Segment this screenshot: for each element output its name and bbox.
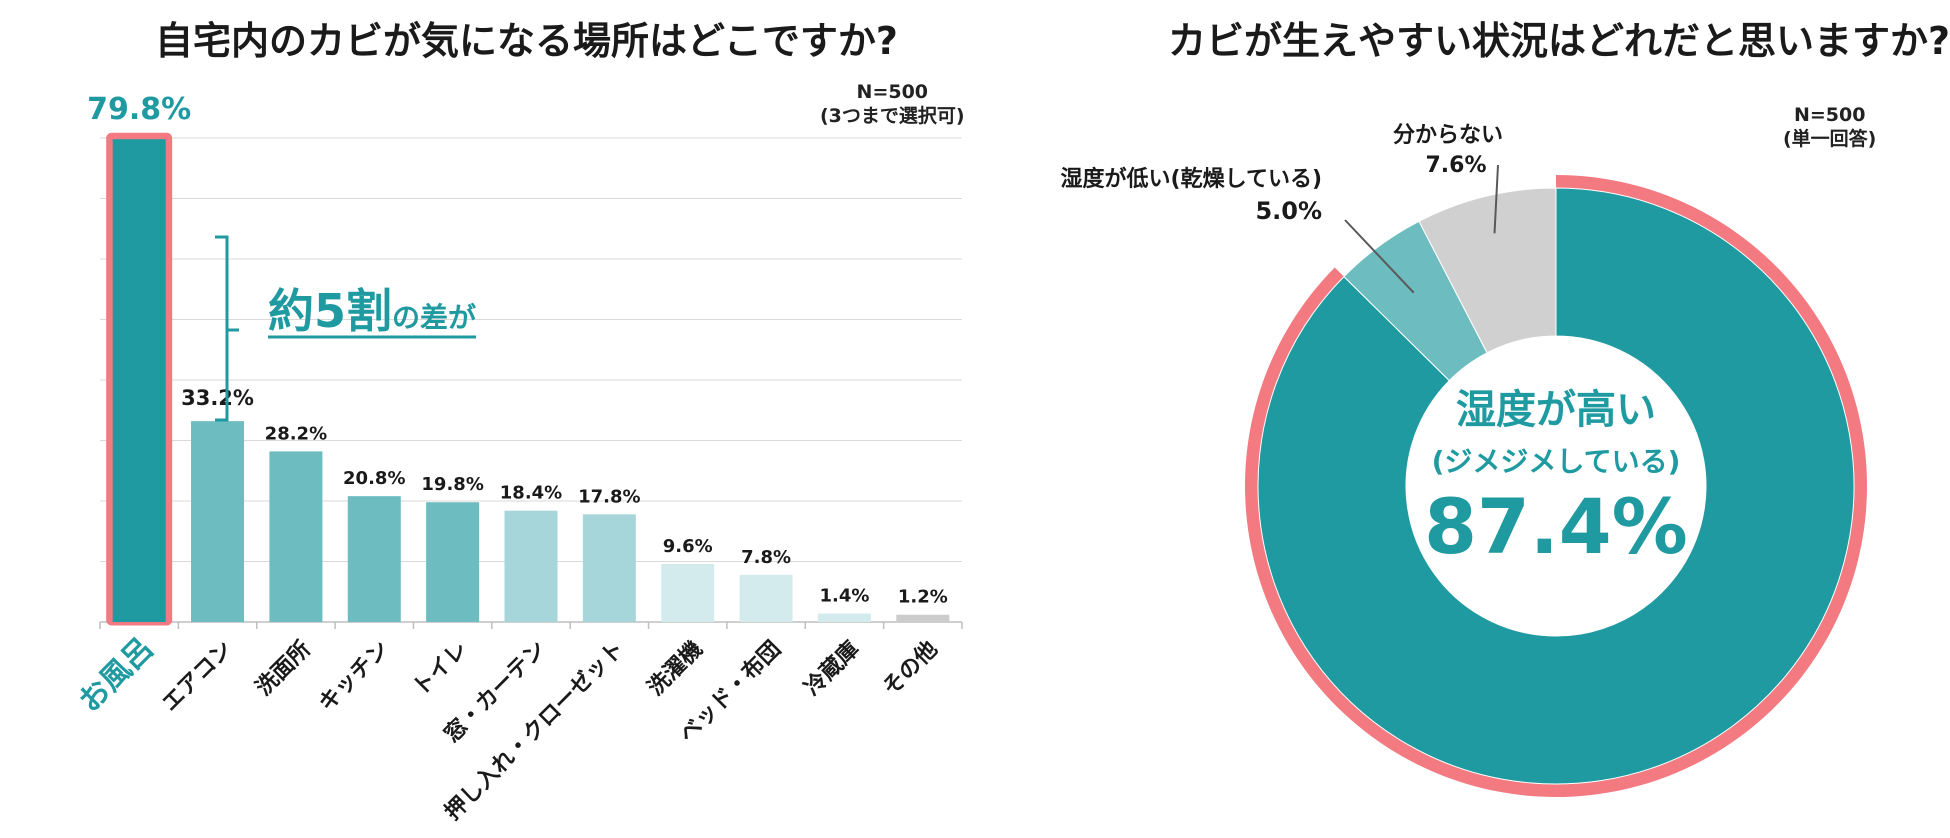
bar-chart: 79.8%お風呂33.2%エアコン28.2%洗面所20.8%キッチン19.8%ト… bbox=[72, 92, 963, 825]
bar-value-label: 9.6% bbox=[663, 536, 713, 557]
donut-sample-size: N=500 bbox=[1793, 104, 1866, 126]
slice-label: 分からない bbox=[1393, 123, 1503, 148]
bar-value-label: 18.4% bbox=[500, 483, 562, 504]
bar bbox=[191, 421, 245, 622]
bar-answer-type: (3つまで選択可) bbox=[820, 105, 965, 127]
donut-slice bbox=[1418, 187, 1557, 354]
bar-value-label: 28.2% bbox=[265, 423, 327, 444]
bar-value-label: 33.2% bbox=[181, 386, 254, 410]
bar bbox=[896, 614, 950, 622]
donut-chart-note: N=500 (単一回答) bbox=[1783, 103, 1876, 151]
bar-value-label: 7.8% bbox=[741, 547, 791, 568]
bar-value-label: 79.8% bbox=[87, 92, 191, 127]
bar-value-label: 19.8% bbox=[421, 474, 483, 495]
center-value: 87.4% bbox=[1424, 482, 1688, 571]
bar bbox=[426, 502, 480, 622]
bar bbox=[504, 510, 558, 622]
leader-line bbox=[1344, 219, 1415, 294]
bar-value-label: 1.4% bbox=[819, 586, 869, 607]
bar bbox=[582, 514, 636, 622]
slice-value-label: 5.0% bbox=[1255, 197, 1322, 225]
difference-bracket bbox=[215, 235, 239, 422]
bar bbox=[112, 139, 166, 622]
bar-value-label: 17.8% bbox=[578, 486, 640, 507]
bar bbox=[661, 563, 715, 622]
donut-chart-title: カビが生えやすい状況はどれだと思いますか? bbox=[1168, 19, 1950, 63]
center-label: 湿度が高い bbox=[1456, 387, 1656, 433]
leader-line bbox=[1493, 164, 1499, 234]
bar bbox=[347, 496, 401, 622]
bar-chart-title: 自宅内のカビが気になる場所はどこですか? bbox=[155, 19, 898, 63]
bar-sample-size: N=500 bbox=[856, 81, 929, 103]
slice-value-label: 7.6% bbox=[1425, 153, 1486, 178]
difference-annotation: 約5割の差が bbox=[268, 284, 476, 338]
bar-chart-note: N=500 (3つまで選択可) bbox=[820, 80, 965, 128]
bar-value-label: 1.2% bbox=[898, 587, 948, 608]
donut-answer-type: (単一回答) bbox=[1783, 128, 1877, 150]
bar bbox=[739, 574, 793, 622]
donut-slice bbox=[1257, 187, 1855, 785]
bar bbox=[269, 451, 323, 622]
bar bbox=[817, 613, 871, 622]
center-sublabel: (ジメジメしている) bbox=[1432, 445, 1681, 478]
slice-label: 湿度が低い(乾燥している) bbox=[1061, 166, 1322, 192]
annotation-big-text: 約5割 bbox=[268, 284, 392, 338]
annotation-small-text: の差が bbox=[392, 301, 476, 334]
bar-value-label: 20.8% bbox=[343, 468, 405, 489]
